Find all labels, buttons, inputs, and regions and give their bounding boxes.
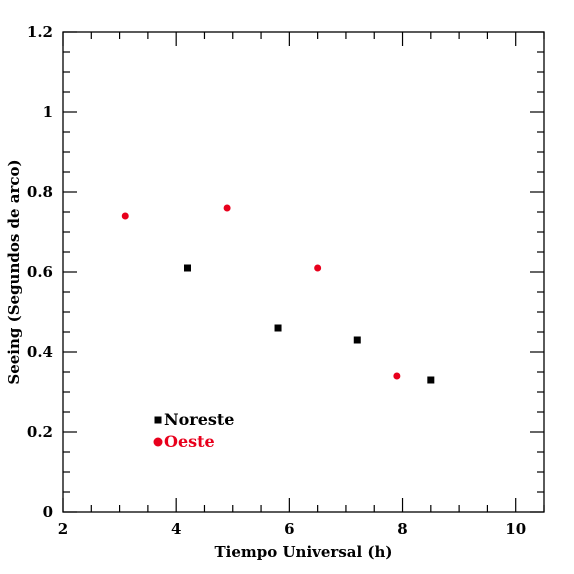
x-tick-label: 6 [284,520,294,538]
legend-circle-marker [153,437,163,447]
y-tick-label: 0.8 [27,183,53,201]
noreste-point [274,324,282,332]
legend-label: Noreste [164,410,234,429]
oeste-point [393,372,401,380]
oeste-point [121,212,129,220]
plot-frame [62,31,545,513]
legend-label: Oeste [164,432,215,451]
plot-border [62,31,545,513]
y-tick-label: 0.2 [27,423,53,441]
noreste-point [427,376,435,384]
x-axis-title: Tiempo Universal (h) [214,543,392,561]
data-points [121,204,435,384]
x-tick-label: 10 [505,520,526,538]
noreste-point [183,264,191,272]
x-tick-label: 8 [397,520,407,538]
x-tick-label: 2 [58,520,68,538]
tick-labels: 2 4 6 8 10 0 0.2 0.4 0.6 0.8 1 1.2 [27,23,526,538]
y-tick-label: 1 [43,103,53,121]
y-tick-label: 0 [43,503,53,521]
legend: Noreste Oeste [153,410,234,451]
y-tick-label: 0.4 [27,343,53,361]
y-tick-label: 1.2 [27,23,53,41]
legend-square-marker [154,416,162,424]
y-axis-title: Seeing (Segundos de arco) [5,159,23,384]
axis-ticks [62,31,545,513]
oeste-point [314,264,322,272]
y-tick-label: 0.6 [27,263,53,281]
noreste-point [353,336,361,344]
oeste-point [223,204,231,212]
x-tick-label: 4 [171,520,181,538]
